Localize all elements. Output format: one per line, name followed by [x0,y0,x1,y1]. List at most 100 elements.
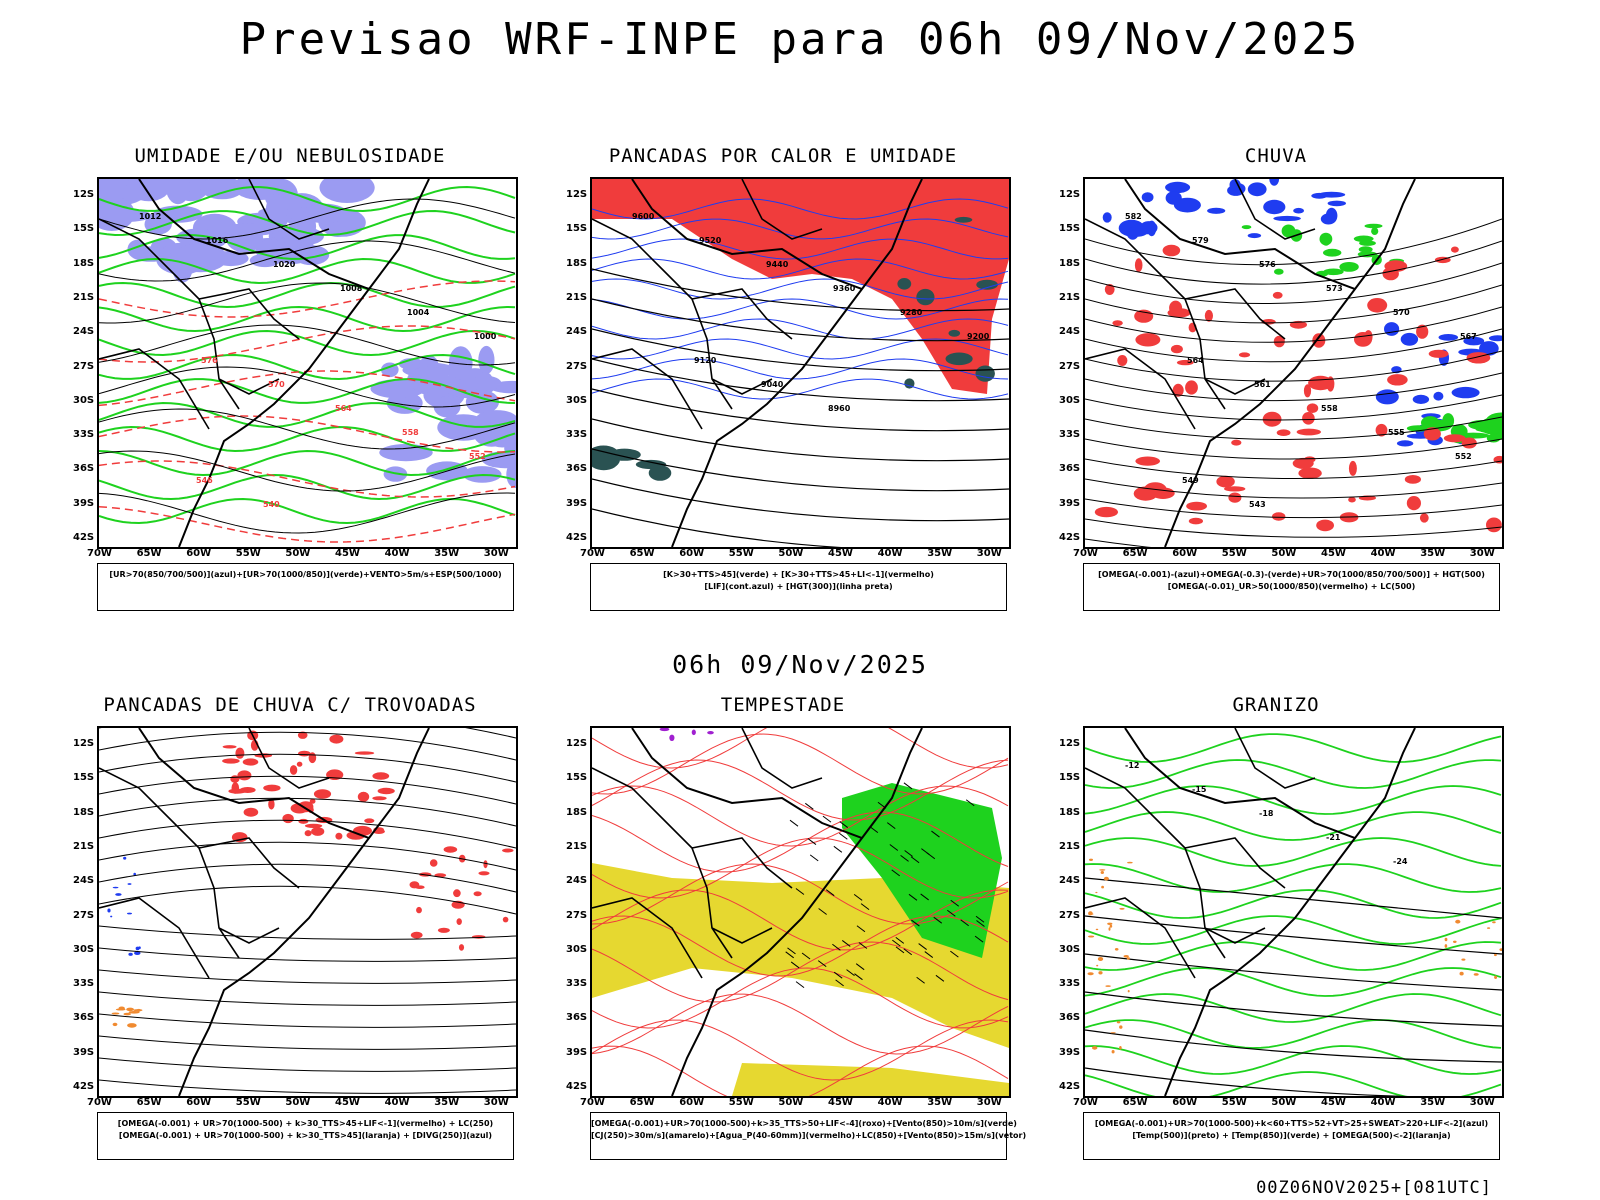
legend-line: [UR>70(850/700/500)](azul)+[UR>70(1000/8… [109,570,502,579]
longitude-label: 60W [186,1097,212,1108]
pressure-contour [99,198,516,240]
wind-vector [832,943,841,951]
omega-red-area [1117,355,1128,366]
omega-red-area [1185,380,1198,395]
thunder-red-area [443,846,458,853]
omega500-orange-area [1123,955,1129,958]
wind-vector [854,973,863,981]
omega500-orange-area [1088,911,1093,916]
omega500-orange-area [1494,953,1497,957]
longitude-label: 50W [1271,1097,1297,1108]
omega-red-area [1419,513,1429,523]
longitude-label: 50W [285,1097,311,1108]
latitude-label: 21S [566,840,588,852]
divergence-blue-area [133,872,136,876]
omega-blue-area [1247,233,1262,239]
omega500-orange-area [1103,876,1109,881]
storm-purple-area [691,729,696,736]
thickness-red-contour [99,280,516,318]
lc850-red-streamline [592,785,1009,847]
omega500-orange-area [1492,921,1496,924]
latitude-label: 24S [73,875,95,887]
thunder-orange-area [111,1012,120,1015]
longitude-label: 55W [728,548,754,559]
lif-blue-contour [592,258,1009,280]
wind-vector [950,950,959,958]
thunder-red-area [309,798,316,804]
latitude-label: 39S [73,1046,95,1058]
wind-vector [900,854,909,862]
longitude-label: 40W [384,1097,410,1108]
storm-purple-area [659,728,670,732]
wind-vector [855,963,865,971]
thunder-red-area [483,860,488,869]
coastline [1124,728,1416,1096]
humidity-blue-area [130,246,171,262]
temp500-contour [1085,877,1502,919]
lc850-red-streamline [592,967,1009,1029]
wind-vector [931,830,940,838]
humidity-green-contour [99,185,516,213]
thunder-orange-area [133,1009,143,1012]
thunder-red-area [409,881,420,889]
humidity-green-contour [99,473,516,501]
divergence-blue-area [128,952,133,956]
contour-label: 9040 [761,380,784,389]
humidity-green-contour [99,305,516,333]
lif-blue-contour [592,238,1009,260]
latitude-label: 39S [1059,1046,1081,1058]
latitude-label: 24S [73,326,95,338]
wind-vector [869,826,879,834]
latitude-label: 39S [566,497,588,509]
contour-label: -15 [1192,785,1207,794]
omega500-orange-area [1116,1021,1121,1024]
omega-red-area [1272,291,1283,299]
contour-label: 549 [1182,476,1199,485]
lc850-red-streamline [592,993,1009,1055]
omega-red-area [1216,475,1235,488]
latitude-label: 12S [73,738,95,749]
contour-label: 9440 [766,260,789,269]
longitude-label: 30W [483,1097,509,1108]
latitude-label: 18S [1059,806,1081,818]
omega500-orange-area [1101,885,1104,889]
legend-box: [UR>70(850/700/500)](azul)+[UR>70(1000/8… [97,563,514,611]
omega500-orange-area [1455,919,1461,924]
contour-label: 9520 [699,236,722,245]
thunder-red-area [502,848,514,853]
longitude-label: 70W [1073,548,1098,559]
temp850-green-contour [1085,967,1502,997]
lif-blue-contour [592,378,1009,400]
divergence-blue-area [127,883,132,885]
thunder-orange-area [128,1011,140,1014]
latitude-label: 42S [1059,1081,1081,1092]
omega500-orange-area [1127,861,1133,864]
omega500-orange-area [1105,985,1111,987]
coastline [631,728,923,1096]
hgt500-streamline [1085,498,1502,519]
latitude-label: 27S [73,909,95,921]
wind-vector [801,952,811,960]
contour-label: 1016 [206,236,229,245]
omega500-orange-area [1110,1032,1116,1034]
latitude-label: 36S [73,463,95,475]
omega-red-area [1375,423,1388,437]
divergence-blue-area [123,856,127,860]
main-title: Previsao WRF-INPE para 06h 09/Nov/2025 [239,14,1361,65]
omega-red-area [1423,427,1441,441]
omega-red-area [1316,519,1334,532]
omega-blue-area [1384,322,1400,336]
wind-vector [904,850,913,857]
omega-red-area [1428,349,1449,358]
thunder-red-area [228,788,246,794]
omega-red-area [1276,429,1291,436]
latitude-label: 12S [566,189,588,200]
thunder-red-area [222,745,237,749]
wind-vector [895,946,905,954]
humidity-blue-area [173,243,228,273]
omega-red-area [1272,512,1286,521]
contour-label: -24 [1393,857,1408,866]
omega-red-area [1188,517,1203,525]
omega-red-area [1461,437,1477,449]
omega500-orange-area [1097,957,1104,961]
